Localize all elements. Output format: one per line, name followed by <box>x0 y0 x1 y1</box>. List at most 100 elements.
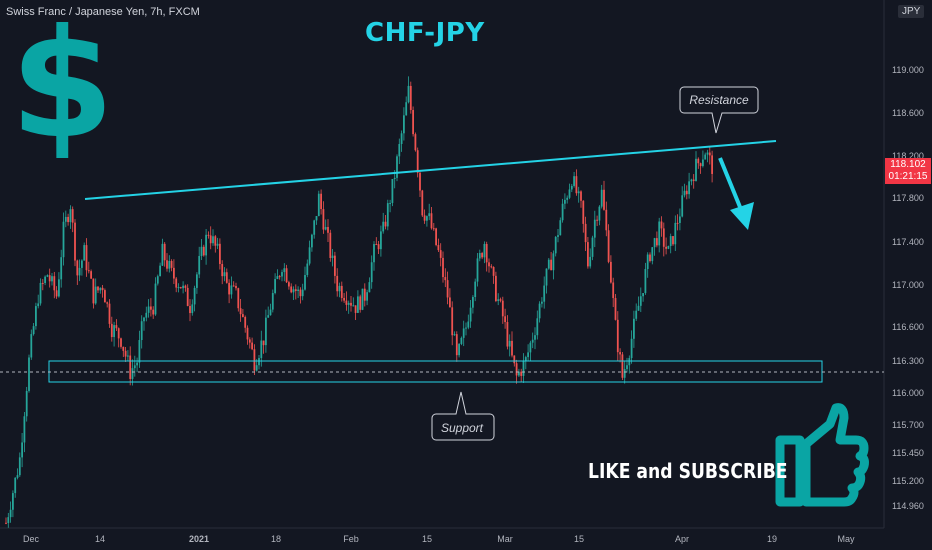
price-axis[interactable]: 119.000 118.600 118.200 117.800 117.400 117.0… <box>892 65 924 511</box>
candle-body <box>665 246 667 249</box>
candle-body <box>278 276 281 278</box>
candle-body <box>538 303 541 319</box>
candle-body <box>492 267 495 276</box>
candle-body <box>28 357 30 391</box>
thumbs-up-icon <box>775 403 869 507</box>
candle-body <box>324 227 327 230</box>
candle-body <box>412 110 414 135</box>
candle-body <box>570 185 573 190</box>
candle-body <box>237 288 240 309</box>
candle-body <box>78 267 81 276</box>
candle-body <box>662 228 665 247</box>
candle-body <box>373 244 375 263</box>
candle-body <box>446 280 449 298</box>
candle-body <box>87 270 90 272</box>
candle-body <box>501 300 504 317</box>
time-tick-label: 15 <box>574 534 584 544</box>
candle-body <box>409 85 412 111</box>
candle-body <box>508 340 511 347</box>
candle-body <box>244 316 247 328</box>
like-subscribe-text: LIKE and SUBSCRIBE <box>588 459 788 483</box>
candle-body <box>338 285 341 292</box>
candle-body <box>531 339 534 343</box>
price-tick-label: 116.600 <box>892 322 924 332</box>
candle-body <box>580 191 582 201</box>
candle-body <box>136 362 138 366</box>
candle-body <box>124 350 127 357</box>
candle-body <box>619 352 621 355</box>
candle-body <box>345 300 348 305</box>
candle-body <box>690 179 693 182</box>
candle-body <box>60 257 63 280</box>
candle-body <box>21 442 23 458</box>
candle-body <box>251 342 253 350</box>
resistance-callout[interactable]: Resistance <box>679 86 759 134</box>
resistance-trendline[interactable] <box>84 140 777 200</box>
candle-body <box>384 221 387 227</box>
candle-body <box>170 260 173 268</box>
candle-body <box>163 243 166 261</box>
candle-body <box>577 191 580 194</box>
candle-body <box>290 286 293 293</box>
candle-body <box>550 259 552 271</box>
candle-body <box>175 278 178 288</box>
candle-body <box>255 365 258 371</box>
candle-body <box>559 220 562 236</box>
candle-body <box>30 334 33 358</box>
candle-body <box>527 352 529 358</box>
candle-body <box>554 236 557 254</box>
candle-body <box>343 297 345 301</box>
candle-body <box>568 189 571 198</box>
candle-body <box>81 260 83 268</box>
candle-body <box>582 200 585 224</box>
candle-body <box>504 316 506 323</box>
candle-body <box>380 231 382 250</box>
candle-body <box>64 216 67 222</box>
price-tick-label: 117.000 <box>892 280 924 290</box>
price-tick-label: 118.600 <box>892 108 924 118</box>
candle-body <box>16 475 19 478</box>
candle-body <box>449 297 451 308</box>
candle-body <box>529 342 532 353</box>
candle-body <box>83 245 86 261</box>
candle-body <box>455 334 458 356</box>
candle-body <box>225 272 228 283</box>
candle-body <box>416 150 419 173</box>
candle-body <box>55 290 58 297</box>
candle-body <box>32 326 35 335</box>
time-tick-label: Apr <box>675 534 689 544</box>
candle-body <box>630 338 633 359</box>
candle-body <box>122 346 125 351</box>
price-tick-label: 118.200 <box>892 151 924 161</box>
candle-body <box>644 269 647 294</box>
candle-body <box>706 152 709 155</box>
candle-body <box>591 237 594 257</box>
candle-body <box>92 278 95 304</box>
candle-body <box>522 360 525 376</box>
candle-body <box>702 159 704 167</box>
currency-badge[interactable]: JPY <box>898 5 925 18</box>
candle-body <box>437 245 440 251</box>
candle-body <box>699 163 702 167</box>
candle-body <box>518 371 520 376</box>
candle-body <box>223 272 226 277</box>
support-label: Support <box>441 421 484 435</box>
candle-body <box>329 232 332 258</box>
time-axis[interactable]: Dec 14 2021 18 Feb 15 Mar 15 Apr 19 May <box>23 534 855 544</box>
candle-body <box>74 222 76 261</box>
candle-body <box>366 292 368 301</box>
candle-body <box>196 274 198 288</box>
candle-body <box>679 216 681 223</box>
candle-body <box>478 253 481 259</box>
candle-body <box>71 209 74 223</box>
candle-body <box>58 279 60 297</box>
candle-body <box>216 243 219 246</box>
candle-body <box>359 296 362 310</box>
support-callout[interactable]: Support <box>431 391 495 441</box>
candle-body <box>110 323 113 338</box>
candle-body <box>633 318 635 339</box>
candle-body <box>207 234 210 236</box>
price-tick-label: 115.700 <box>892 420 924 430</box>
time-tick-label: 18 <box>271 534 281 544</box>
